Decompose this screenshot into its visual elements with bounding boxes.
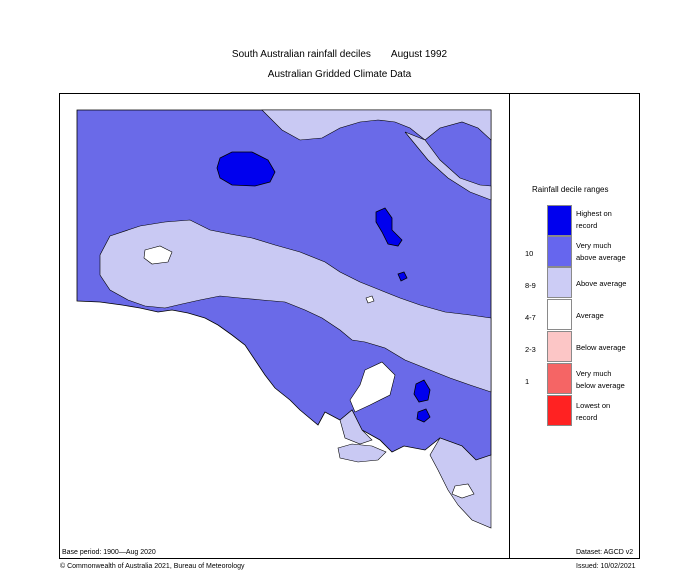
island-kangaroo: [337, 443, 387, 463]
legend-title: Rainfall decile ranges: [532, 185, 609, 194]
map-title: South Australian rainfall deciles August …: [0, 49, 679, 60]
legend-range-2-3: 2-3: [525, 345, 536, 354]
legend-swatch-average: [547, 299, 572, 330]
region-average-northwest: [143, 245, 173, 265]
legend-divider: [509, 93, 510, 559]
region-average-gulf: [349, 361, 396, 413]
region-highest-on-record-4: [413, 379, 431, 403]
title-period: August 1992: [390, 49, 448, 60]
legend-swatch-below: [547, 331, 572, 362]
legend-swatch-very-much-above: [547, 236, 572, 267]
legend-label-above: Above average: [576, 279, 627, 288]
legend-label-very-much-below: Very much below average: [576, 369, 625, 390]
footer-base-period: Base period: 1900—Aug 2020: [62, 549, 156, 556]
footer-dataset: Dataset: AGCD v2: [576, 549, 634, 556]
legend-swatch-lowest: [547, 395, 572, 426]
legend-label-lowest: Lowest on record: [576, 401, 611, 422]
legend-label-very-much-above: Very much above average: [576, 241, 626, 262]
legend-label-below: Below average: [576, 343, 626, 352]
region-above-average-peninsula: [339, 409, 373, 445]
title-main: South Australian rainfall deciles: [231, 49, 371, 60]
legend-swatch-very-much-below: [547, 363, 572, 394]
region-highest-on-record-3: [397, 271, 408, 282]
legend-label-average: Average: [576, 311, 604, 320]
legend-range-8-9: 8-9: [525, 281, 536, 290]
region-above-average-north: [261, 109, 492, 141]
island-small-1: [451, 483, 475, 499]
region-highest-on-record-2: [375, 207, 403, 247]
region-above-average-southeast: [429, 437, 492, 529]
footer-issued: Issued: 10/02/2021: [576, 563, 636, 570]
footer-copyright: © Commonwealth of Australia 2021, Bureau…: [60, 563, 245, 570]
legend-label-highest: Highest on record: [576, 209, 612, 230]
legend-swatch-above: [547, 267, 572, 298]
legend-swatch-highest: [547, 205, 572, 236]
map-subtitle: Australian Gridded Climate Data: [267, 69, 412, 80]
legend-range-10: 10: [525, 249, 534, 258]
region-highest-on-record-5: [416, 408, 431, 423]
map-frame: [59, 93, 640, 559]
region-above-average-central: [99, 219, 492, 393]
region-highest-on-record-1: [216, 151, 276, 187]
region-average-small: [365, 295, 375, 304]
region-above-average-east: [404, 131, 492, 201]
legend-range-1: 1: [525, 377, 530, 386]
legend-range-4-7: 4-7: [525, 313, 536, 322]
